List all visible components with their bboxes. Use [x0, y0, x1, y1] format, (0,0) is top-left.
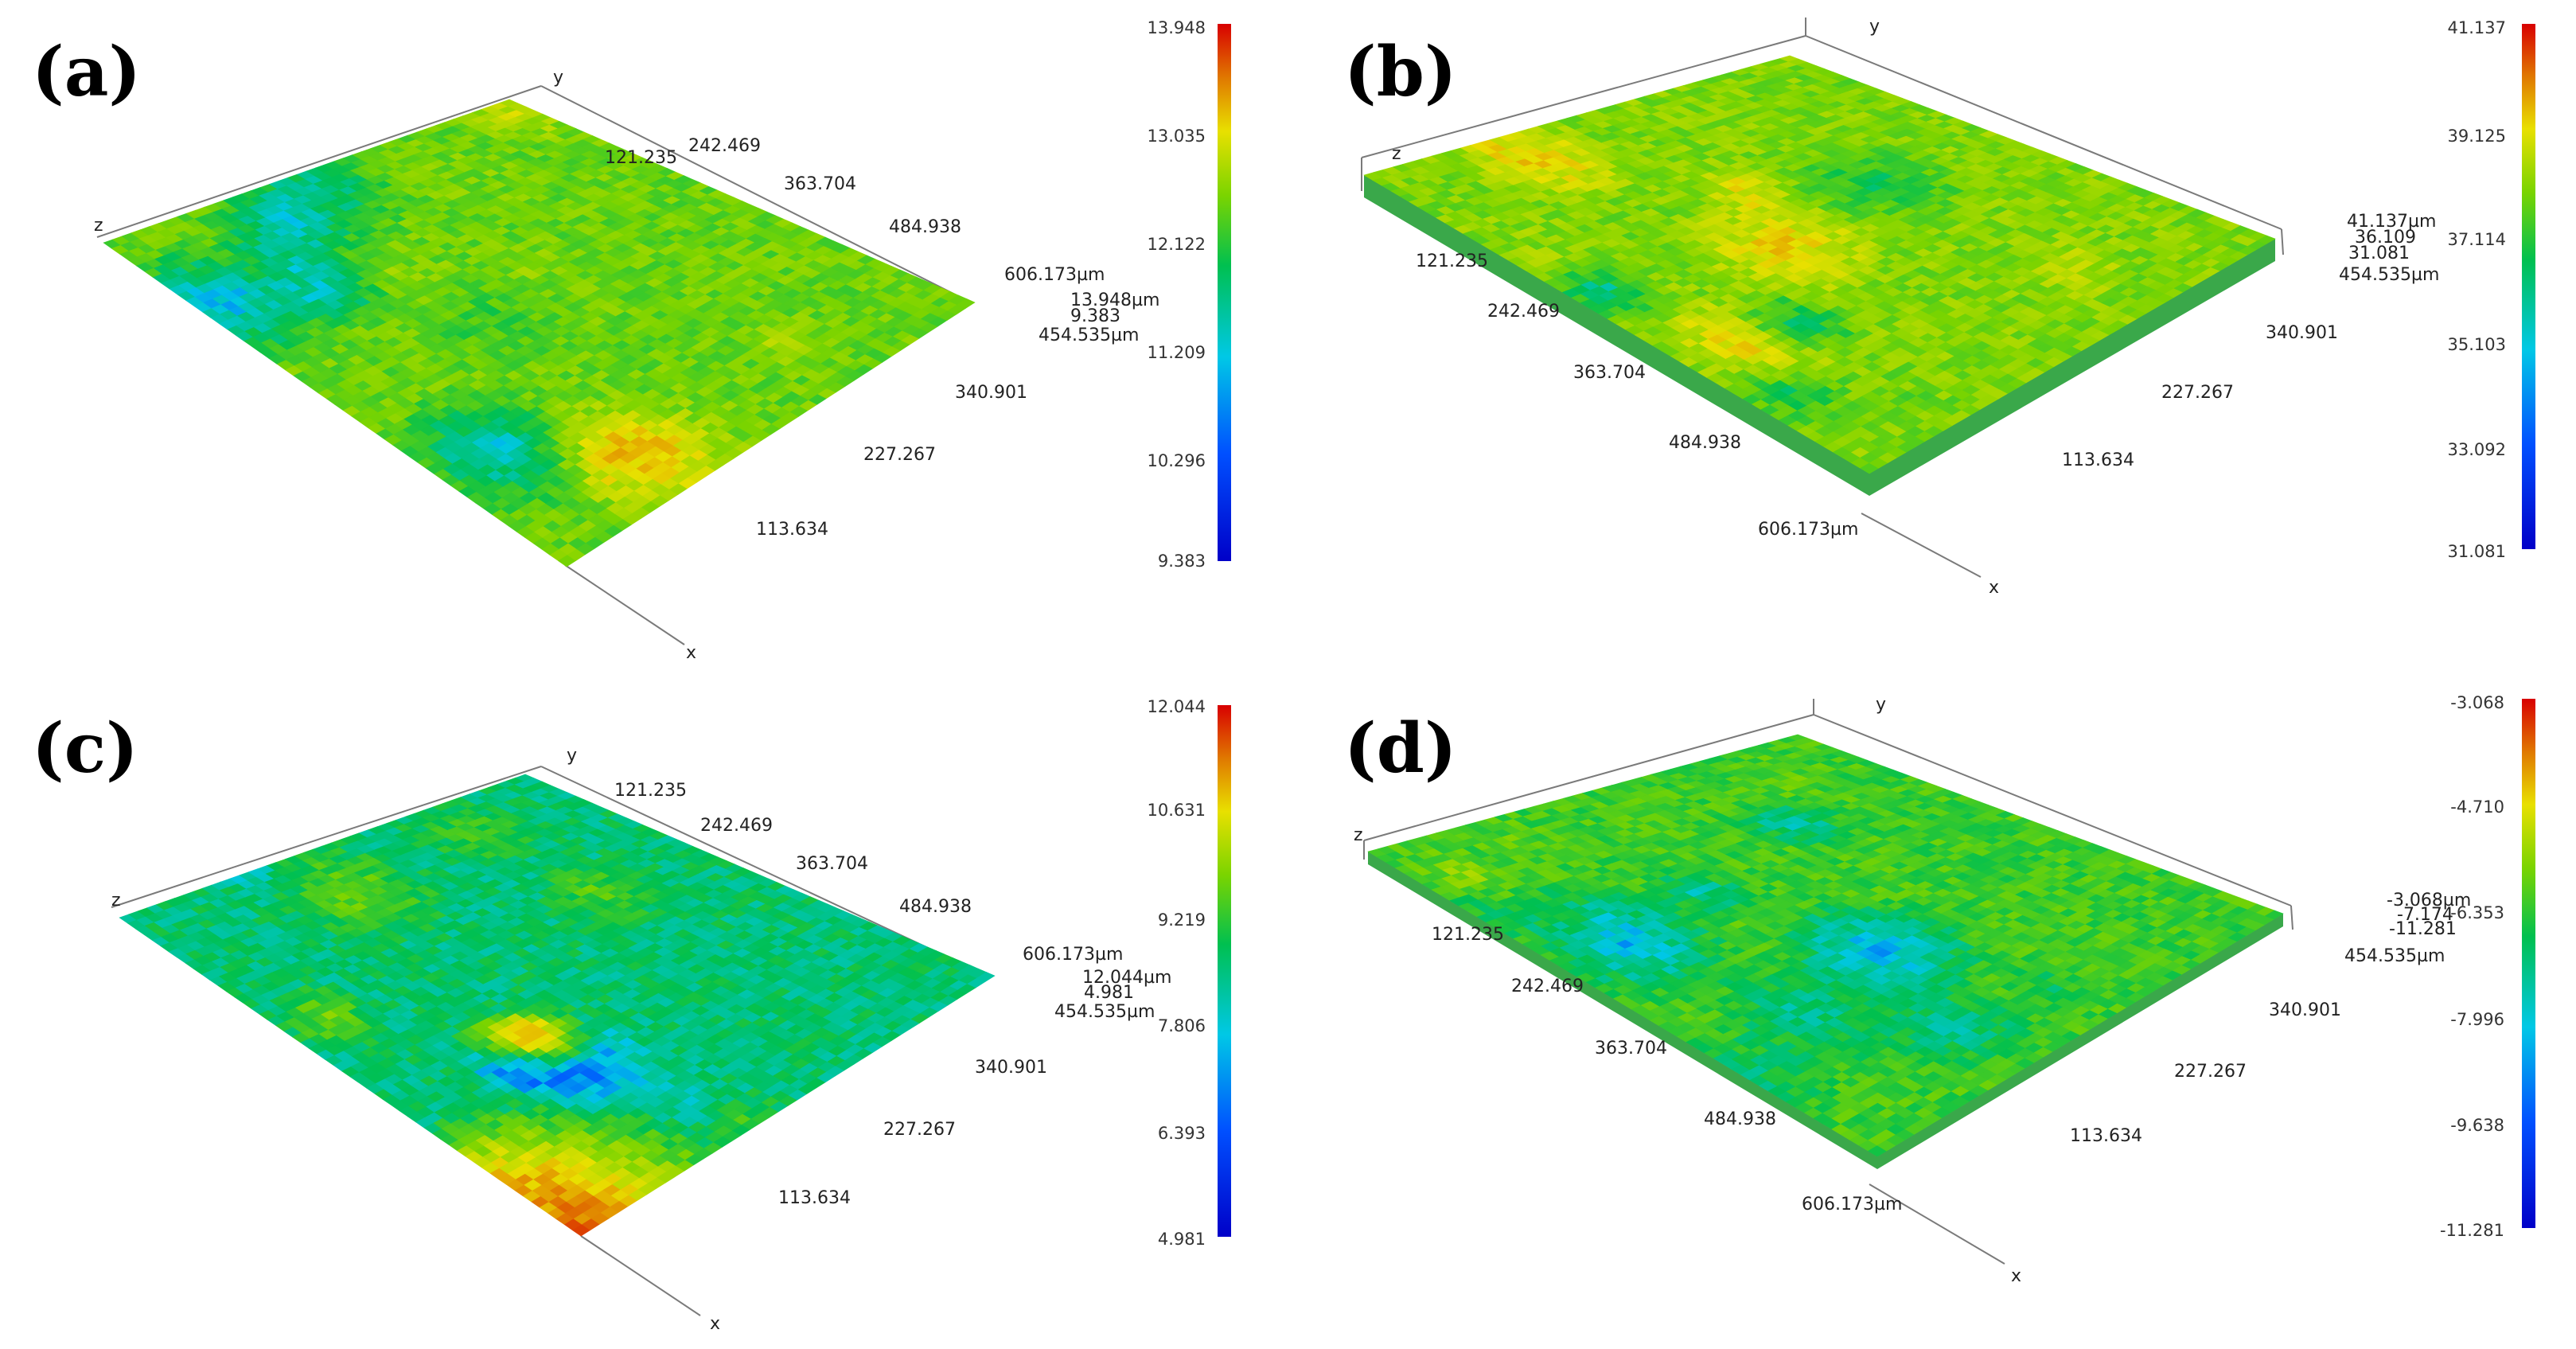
panel-b: (b) z y x 121.235 242.469 363.704 484.93… [1288, 0, 2576, 674]
surface-plot-b: (b) z y x 121.235 242.469 363.704 484.93… [1344, 17, 2535, 598]
colorbar [2522, 24, 2535, 549]
x-tick-4: 113.634 [756, 520, 828, 540]
surface [119, 774, 996, 1237]
y-tick-1: 121.235 [1416, 251, 1488, 271]
surface [103, 99, 976, 567]
y-tick-2: 242.469 [688, 136, 761, 156]
y-axis-name: y [1869, 17, 1880, 37]
y-tick-1: 121.235 [605, 148, 677, 168]
y-tick-2: 242.469 [1487, 302, 1560, 322]
x-tick-2: 340.901 [2266, 323, 2338, 343]
x-axis-edge [580, 1235, 701, 1316]
z-axis-right [2281, 228, 2284, 255]
z-axis-name: z [94, 216, 103, 236]
y-tick-4: 484.938 [1669, 433, 1741, 453]
colorbar-tick-2: 13.035 [1148, 127, 1206, 146]
z-tick-top: 13.948µm [1070, 290, 1159, 310]
y-tick-3: 363.704 [784, 174, 856, 194]
x-axis-name: x [686, 643, 696, 663]
x-tick-3: 227.267 [863, 445, 936, 465]
panel-a: (a) z y x 121.235 242.469 363.704 484.93… [0, 0, 1288, 674]
surface-cell [2256, 235, 2276, 245]
colorbar-tick-1: 13.948 [1148, 18, 1206, 37]
z-tick-bottom: 9.383 [1070, 306, 1120, 326]
panel-label: (a) [32, 32, 141, 112]
z-tick-bottom: 31.081 [2348, 244, 2410, 263]
y-tick-5: 606.173µm [1758, 520, 1858, 540]
z-tick-top: 41.137µm [2347, 212, 2436, 232]
y-tick-3: 363.704 [1573, 363, 1646, 383]
colorbar-tick-2: 39.125 [2448, 127, 2506, 146]
y-tick-5: 606.173µm [1004, 265, 1105, 285]
colorbar-tick-5: 33.092 [2448, 440, 2506, 459]
panel-c: (c) z y x 121.235 242.469 363.704 484.93… [0, 675, 1288, 1349]
z-axis-edge [111, 766, 542, 908]
z-tick-mid: 36.109 [2355, 228, 2416, 248]
panel-label: (c) [32, 708, 138, 789]
surface-cell [957, 298, 976, 309]
z-axis-edge [96, 85, 542, 238]
colorbar [1218, 24, 1231, 561]
surface [1363, 55, 2276, 496]
x-axis-name: x [1989, 578, 1999, 598]
x-axis-edge [1861, 513, 1982, 578]
x-tick-2: 340.901 [955, 383, 1027, 403]
z-axis-name: z [1392, 144, 1401, 164]
colorbar-tick-5: 10.296 [1148, 451, 1206, 470]
x-tick-1: 454.535µm [2339, 265, 2439, 285]
colorbar-tick-6: 31.081 [2448, 542, 2506, 561]
colorbar-tick-4: 35.103 [2448, 335, 2506, 354]
panel-label: (b) [1344, 32, 1457, 112]
colorbar-tick-3: 12.122 [1148, 235, 1206, 254]
colorbar-tick-6: 9.383 [1158, 552, 1206, 571]
surface-plot-a: (a) z y x 121.235 242.469 363.704 484.93… [32, 18, 1231, 663]
colorbar-tick-3: 37.114 [2448, 230, 2506, 249]
y-axis-edge [540, 85, 972, 303]
x-tick-1: 454.535µm [1039, 326, 1139, 345]
y-tick-4: 484.938 [889, 217, 961, 237]
surface-plot-c: (c) z y x 121.235 242.469 363.704 484.93… [32, 697, 1231, 1334]
y-axis-edge [1805, 35, 2282, 230]
colorbar-tick-4: 11.209 [1148, 343, 1206, 362]
x-tick-3: 227.267 [2161, 383, 2234, 403]
x-axis-edge [564, 564, 685, 645]
x-tick-4: 113.634 [2062, 450, 2134, 470]
z-axis-edge [1361, 35, 1806, 158]
colorbar-tick-1: 41.137 [2448, 18, 2506, 37]
y-axis-name: y [553, 68, 563, 88]
